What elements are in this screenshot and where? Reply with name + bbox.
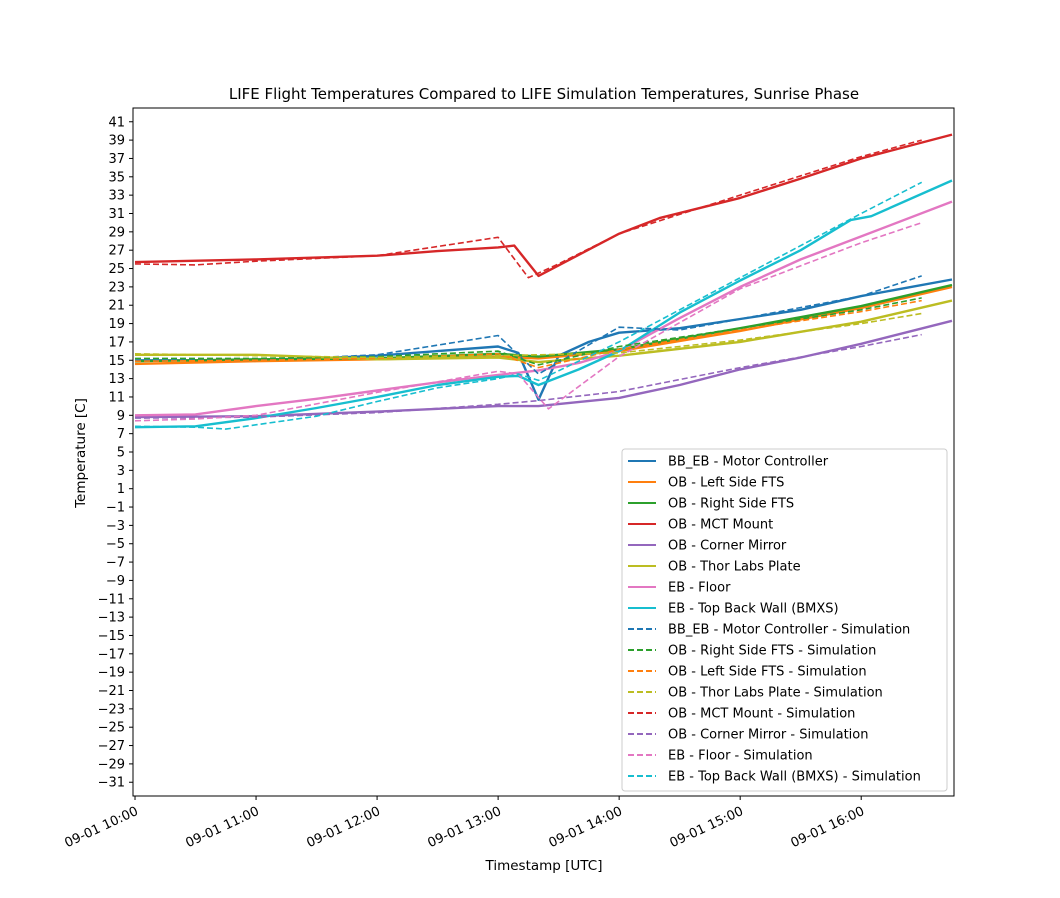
y-tick-label: −11 — [98, 592, 125, 607]
y-tick-label: 9 — [117, 409, 125, 424]
y-tick-label: 3 — [117, 464, 125, 479]
y-tick-label: 31 — [108, 207, 125, 222]
series-line-6 — [134, 200, 953, 417]
y-tick-label: −5 — [106, 537, 125, 552]
y-tick-label: 17 — [108, 335, 125, 350]
y-tick-label: 29 — [108, 225, 125, 240]
legend-box — [621, 448, 948, 792]
legend-label: EB - Floor - Simulation — [668, 749, 813, 764]
y-tick-label: 27 — [108, 244, 125, 259]
y-tick-label: 25 — [108, 262, 125, 277]
y-tick-label: −21 — [98, 684, 125, 699]
legend-label: OB - Left Side FTS — [668, 476, 784, 491]
y-tick-label: −9 — [106, 574, 125, 589]
series-line-2 — [134, 283, 953, 363]
y-tick-label: 1 — [117, 482, 125, 497]
y-tick-label: −29 — [98, 757, 125, 772]
y-tick-label: −23 — [98, 702, 125, 717]
y-tick-label: −19 — [98, 666, 125, 681]
y-tick-label: 39 — [108, 134, 125, 149]
legend-label: BB_EB - Motor Controller — [668, 455, 829, 470]
y-tick-label: −27 — [98, 739, 125, 754]
series-line-4 — [134, 319, 953, 419]
legend-label: OB - Corner Mirror — [668, 539, 787, 554]
legend-label: OB - MCT Mount - Simulation — [668, 707, 855, 722]
y-tick-label: −3 — [106, 519, 125, 534]
y-tick-label: 13 — [108, 372, 125, 387]
y-tick-label: 37 — [108, 152, 125, 167]
y-tick-label: 15 — [108, 354, 125, 369]
y-tick-label: 41 — [108, 115, 125, 130]
legend-label: OB - Thor Labs Plate — [668, 560, 801, 575]
y-tick-label: −7 — [106, 556, 125, 571]
legend-label: OB - Right Side FTS — [668, 497, 794, 512]
y-tick-label: −31 — [98, 776, 125, 791]
y-tick-label: −15 — [98, 629, 125, 644]
x-axis-label: Timestamp [UTC] — [485, 858, 603, 874]
series-line-11 — [134, 312, 922, 359]
y-tick-label: 33 — [108, 189, 125, 204]
legend-label: OB - Left Side FTS - Simulation — [668, 665, 867, 680]
y-tick-label: 23 — [108, 280, 125, 295]
y-tick-label: 5 — [117, 446, 125, 461]
y-tick-label: 19 — [108, 317, 125, 332]
legend-label: OB - Corner Mirror - Simulation — [668, 728, 868, 743]
legend-label: EB - Top Back Wall (BMXS) — [668, 602, 839, 617]
y-tick-label: −1 — [106, 501, 125, 516]
legend: BB_EB - Motor Controller OB - Left Side F… — [621, 448, 948, 792]
series-line-10 — [134, 299, 922, 369]
series-line-9 — [135, 297, 922, 366]
legend-label: OB - Right Side FTS - Simulation — [668, 644, 876, 659]
y-tick-label: 35 — [108, 170, 125, 185]
series-line-7 — [134, 179, 953, 429]
y-tick-label: 7 — [117, 427, 125, 442]
series-line-12 — [134, 139, 922, 279]
y-tick-label: 11 — [108, 390, 125, 405]
series-line-15 — [134, 181, 923, 430]
y-tick-label: −25 — [98, 721, 125, 736]
chart-title: LIFE Flight Temperatures Compared to LIF… — [229, 85, 859, 103]
plot-area — [134, 133, 953, 430]
legend-label: OB - Thor Labs Plate - Simulation — [668, 686, 883, 701]
series-line-1 — [134, 285, 953, 366]
legend-label: BB_EB - Motor Controller - Simulation — [668, 623, 910, 638]
y-tick-label: 21 — [108, 299, 125, 314]
y-tick-label: −13 — [98, 611, 125, 626]
legend-label: EB - Floor — [668, 581, 731, 596]
legend-label: OB - MCT Mount — [668, 518, 773, 533]
y-tick-label: −17 — [98, 647, 125, 662]
y-axis-label: Temperature [C] — [73, 398, 89, 509]
legend-label: EB - Top Back Wall (BMXS) - Simulation — [668, 770, 921, 785]
